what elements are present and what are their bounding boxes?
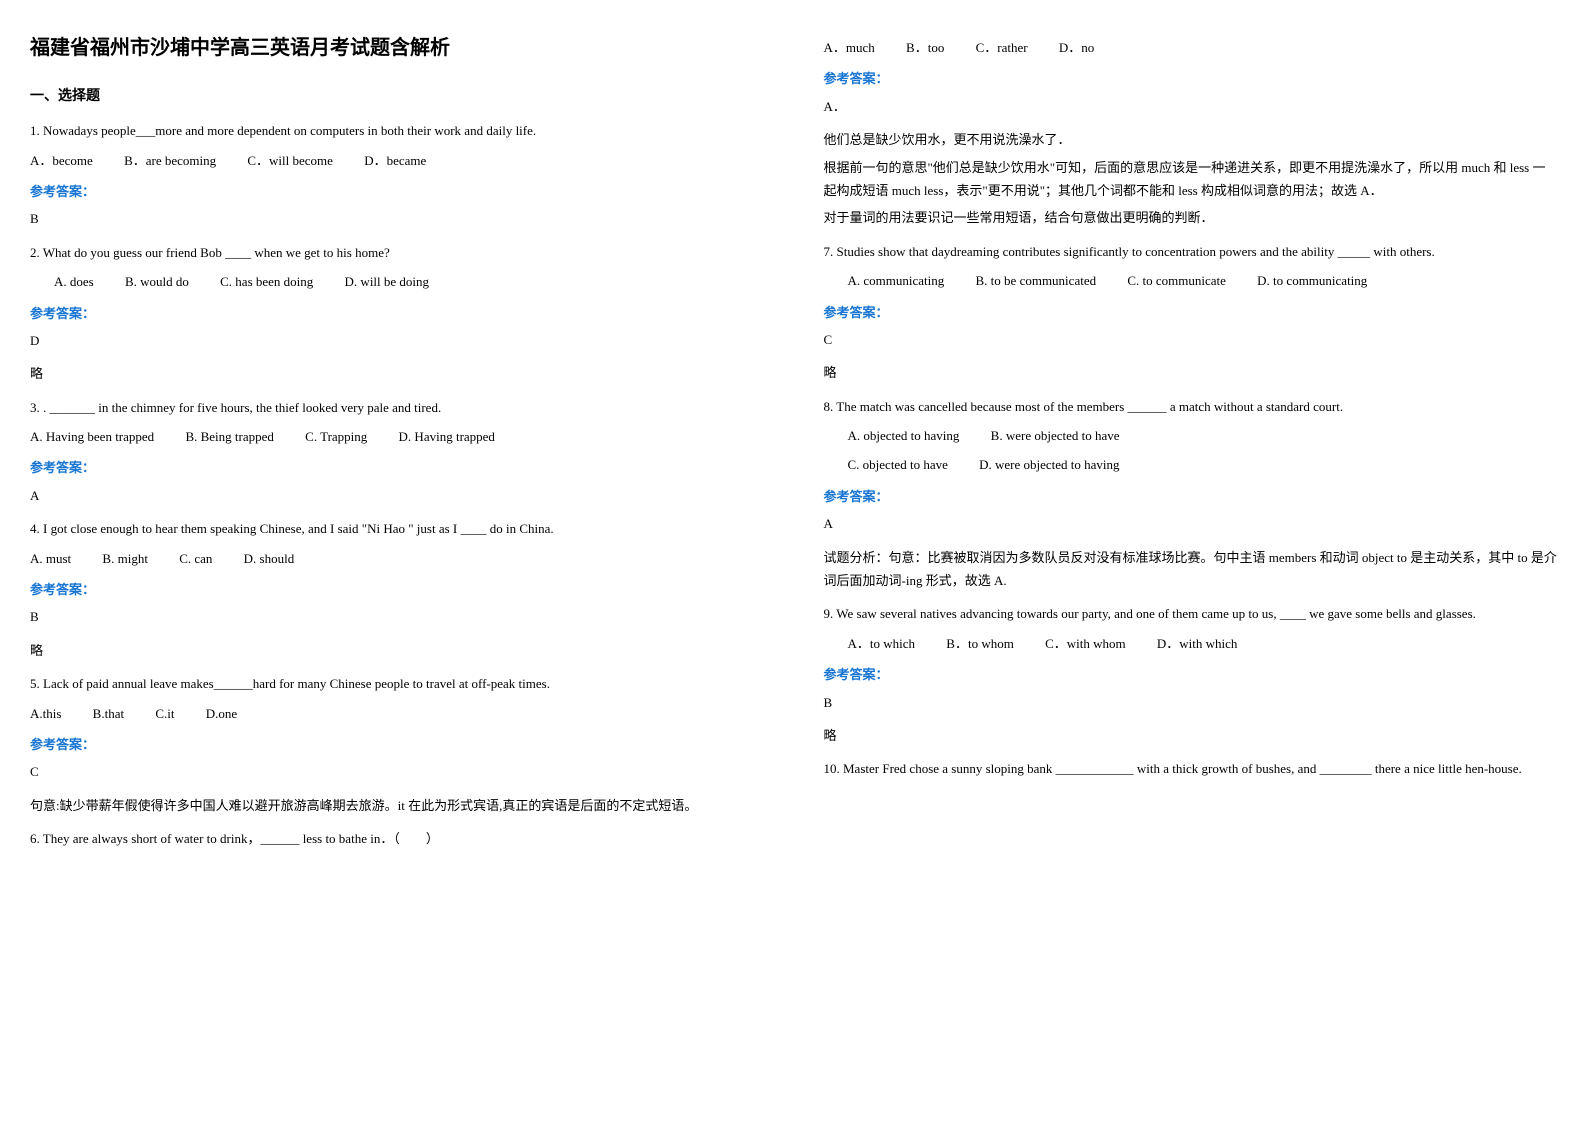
q7-opt-d: D. to communicating [1257, 269, 1367, 292]
q3-options: A. Having been trapped B. Being trapped … [30, 425, 764, 448]
q9-answer-label: 参考答案： [824, 663, 1558, 686]
q6-answer-label: 参考答案： [824, 67, 1558, 90]
q7-answer: C [824, 328, 1558, 351]
q5-answer: C [30, 760, 764, 783]
q5-opt-c: C.it [155, 702, 174, 725]
q1-options: A．become B．are becoming C．will become D．… [30, 149, 764, 172]
q1-opt-b: B．are becoming [124, 149, 216, 172]
q7-note: 略 [824, 361, 1558, 384]
q2-answer-label: 参考答案： [30, 302, 764, 325]
q8-options-row1: A. objected to having B. were objected t… [824, 424, 1558, 447]
q6-answer: A． [824, 95, 1558, 118]
q6-note2: 根据前一句的意思"他们总是缺少饮用水"可知，后面的意思应该是一种递进关系，即更不… [824, 156, 1558, 203]
q4-answer-label: 参考答案： [30, 578, 764, 601]
q4-answer: B [30, 605, 764, 628]
q1-opt-a: A．become [30, 149, 93, 172]
q3-opt-a: A. Having been trapped [30, 425, 154, 448]
q9-opt-a: A．to which [848, 632, 916, 655]
q3-opt-b: B. Being trapped [185, 425, 273, 448]
q6-note1: 他们总是缺少饮用水，更不用说洗澡水了． [824, 128, 1558, 151]
q3-answer-label: 参考答案： [30, 456, 764, 479]
section-heading: 一、选择题 [30, 84, 764, 109]
q7-opt-b: B. to be communicated [976, 269, 1097, 292]
q7-stem: 7. Studies show that daydreaming contrib… [824, 240, 1558, 263]
q5-stem: 5. Lack of paid annual leave makes______… [30, 672, 764, 695]
q7-opt-c: C. to communicate [1127, 269, 1226, 292]
q6-opt-a: A．much [824, 36, 875, 59]
q5-options: A.this B.that C.it D.one [30, 702, 764, 725]
q2-opt-c: C. has been doing [220, 270, 313, 293]
q8-stem: 8. The match was cancelled because most … [824, 395, 1558, 418]
q2-opt-d: D. will be doing [345, 270, 430, 293]
q8-options-row2: C. objected to have D. were objected to … [824, 453, 1558, 476]
doc-title: 福建省福州市沙埔中学高三英语月考试题含解析 [30, 30, 764, 66]
q9-note: 略 [824, 724, 1558, 747]
q7-opt-a: A. communicating [848, 269, 945, 292]
q6-opt-d: D．no [1059, 36, 1094, 59]
q2-options: A. does B. would do C. has been doing D.… [30, 270, 764, 293]
q1-answer: B [30, 207, 764, 230]
q6-note3: 对于量词的用法要识记一些常用短语，结合句意做出更明确的判断． [824, 206, 1558, 229]
q1-opt-c: C．will become [247, 149, 333, 172]
q3-opt-d: D. Having trapped [399, 425, 495, 448]
q1-opt-d: D．became [364, 149, 426, 172]
q8-note: 试题分析：句意：比赛被取消因为多数队员反对没有标准球场比赛。句中主语 membe… [824, 546, 1558, 593]
q5-opt-d: D.one [206, 702, 237, 725]
q9-answer: B [824, 691, 1558, 714]
q9-stem: 9. We saw several natives advancing towa… [824, 602, 1558, 625]
q8-opt-a: A. objected to having [848, 424, 960, 447]
q5-opt-b: B.that [93, 702, 124, 725]
q6-opt-b: B．too [906, 36, 944, 59]
q9-opt-d: D．with which [1157, 632, 1238, 655]
q4-opt-d: D. should [244, 547, 295, 570]
q5-note: 句意:缺少带薪年假使得许多中国人难以避开旅游高峰期去旅游。it 在此为形式宾语,… [30, 794, 764, 817]
right-column: A．much B．too C．rather D．no 参考答案： A． 他们总是… [824, 30, 1558, 857]
q3-stem: 3. . _______ in the chimney for five hou… [30, 396, 764, 419]
q4-opt-c: C. can [179, 547, 212, 570]
q8-opt-b: B. were objected to have [991, 424, 1120, 447]
q5-answer-label: 参考答案： [30, 733, 764, 756]
q7-options: A. communicating B. to be communicated C… [824, 269, 1558, 292]
q10-stem: 10. Master Fred chose a sunny sloping ba… [824, 757, 1558, 780]
q3-answer: A [30, 484, 764, 507]
q2-answer: D [30, 329, 764, 352]
q2-stem: 2. What do you guess our friend Bob ____… [30, 241, 764, 264]
q9-options: A．to which B．to whom C．with whom D．with … [824, 632, 1558, 655]
q8-answer: A [824, 512, 1558, 535]
q6-opt-c: C．rather [976, 36, 1028, 59]
page-container: 福建省福州市沙埔中学高三英语月考试题含解析 一、选择题 1. Nowadays … [30, 30, 1557, 857]
q3-opt-c: C. Trapping [305, 425, 367, 448]
q4-note: 略 [30, 639, 764, 662]
q2-opt-b: B. would do [125, 270, 189, 293]
q1-stem: 1. Nowadays people___more and more depen… [30, 119, 764, 142]
q8-opt-d: D. were objected to having [979, 453, 1119, 476]
q5-opt-a: A.this [30, 702, 61, 725]
q4-opt-a: A. must [30, 547, 71, 570]
q7-answer-label: 参考答案： [824, 301, 1558, 324]
q4-options: A. must B. might C. can D. should [30, 547, 764, 570]
q4-stem: 4. I got close enough to hear them speak… [30, 517, 764, 540]
q9-opt-c: C．with whom [1045, 632, 1126, 655]
q2-note: 略 [30, 362, 764, 385]
q6-options: A．much B．too C．rather D．no [824, 36, 1558, 59]
left-column: 福建省福州市沙埔中学高三英语月考试题含解析 一、选择题 1. Nowadays … [30, 30, 764, 857]
q2-opt-a: A. does [54, 270, 94, 293]
q9-opt-b: B．to whom [946, 632, 1014, 655]
q1-answer-label: 参考答案： [30, 180, 764, 203]
q4-opt-b: B. might [102, 547, 148, 570]
q8-answer-label: 参考答案： [824, 485, 1558, 508]
q8-opt-c: C. objected to have [848, 453, 948, 476]
q6-stem: 6. They are always short of water to dri… [30, 827, 764, 850]
